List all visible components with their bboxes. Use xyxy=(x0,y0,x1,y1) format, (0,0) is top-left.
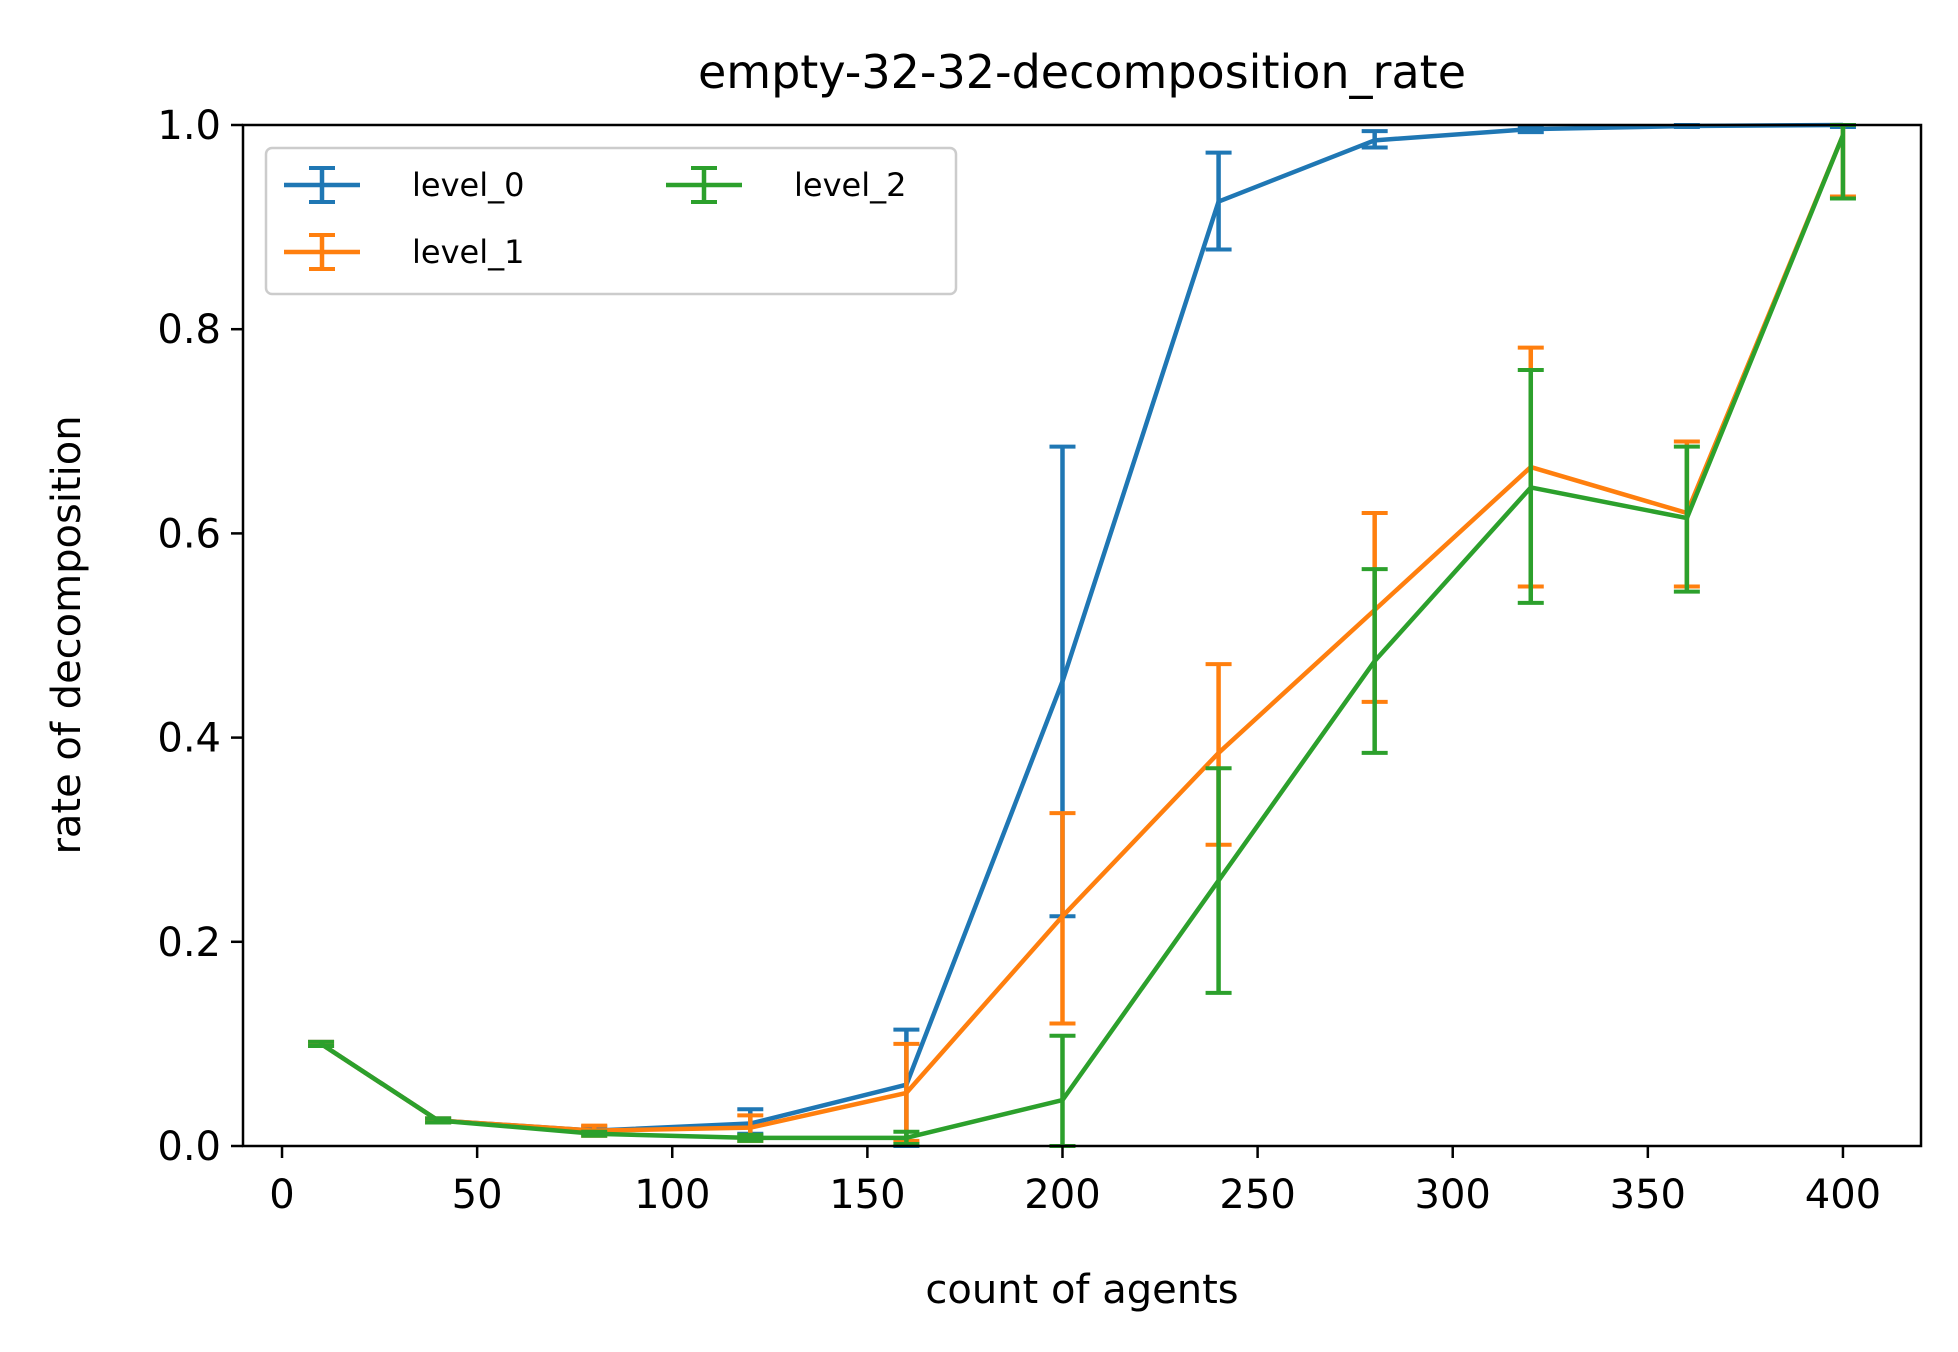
x-tick-label: 200 xyxy=(1024,1172,1100,1218)
chart-title: empty-32-32-decomposition_rate xyxy=(698,45,1466,99)
y-tick-label: 1.0 xyxy=(157,103,221,149)
legend-label: level_0 xyxy=(412,166,524,204)
error-bar xyxy=(1361,567,1388,755)
x-axis: 0 50 100 150 200 250 300 350 400 xyxy=(269,1146,1881,1218)
x-tick-label: 0 xyxy=(269,1172,294,1218)
error-bar xyxy=(308,1039,335,1048)
x-tick-label: 50 xyxy=(452,1172,503,1218)
error-bar xyxy=(1205,766,1232,995)
x-tick-label: 400 xyxy=(1805,1172,1881,1218)
error-bar xyxy=(1049,811,1076,1026)
y-tick-label: 0.8 xyxy=(157,307,221,353)
y-axis-label: rate of decomposition xyxy=(44,415,90,854)
x-tick-label: 250 xyxy=(1219,1172,1295,1218)
y-tick-label: 0.2 xyxy=(157,920,221,966)
legend: level_0 level_1 level_2 xyxy=(264,146,958,296)
x-axis-label: count of agents xyxy=(925,1267,1238,1313)
legend-label: level_1 xyxy=(412,233,524,271)
y-tick-label: 0.6 xyxy=(157,511,221,557)
axes-frame xyxy=(241,123,1923,1148)
error-bar xyxy=(1205,150,1232,252)
x-tick-label: 350 xyxy=(1610,1172,1686,1218)
error-bar xyxy=(581,1129,608,1138)
x-tick-label: 300 xyxy=(1415,1172,1491,1218)
y-tick-label: 0.0 xyxy=(157,1124,221,1170)
error-bar xyxy=(1517,368,1544,605)
legend-frame xyxy=(264,146,958,296)
legend-item-level_0: level_0 xyxy=(284,166,524,204)
x-tick-label: 100 xyxy=(634,1172,710,1218)
error-bar xyxy=(425,1116,452,1125)
legend-item-level_2: level_2 xyxy=(666,166,906,204)
x-tick-label: 150 xyxy=(829,1172,905,1218)
legend-item-level_1: level_1 xyxy=(284,233,524,271)
error-bar xyxy=(1361,129,1388,150)
plot-area xyxy=(308,122,1856,1148)
y-tick-label: 0.4 xyxy=(157,716,221,762)
error-bar xyxy=(893,1129,920,1146)
y-axis: 0.0 0.2 0.4 0.6 0.8 1.0 xyxy=(157,103,243,1170)
error-bar xyxy=(1673,444,1700,594)
error-bar xyxy=(737,1132,764,1143)
legend-label: level_2 xyxy=(794,166,906,204)
